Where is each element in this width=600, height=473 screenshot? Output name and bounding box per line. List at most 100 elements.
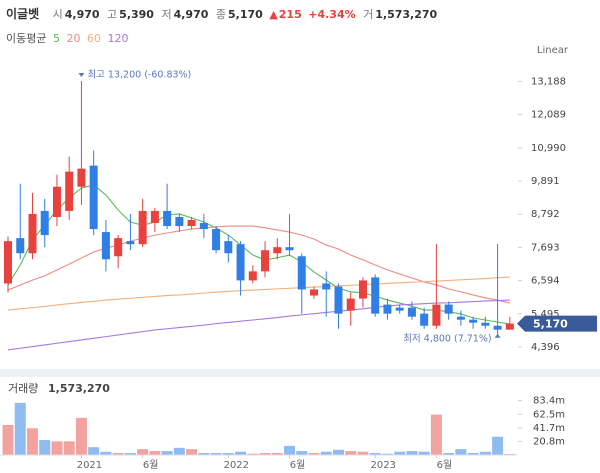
volume-bar (247, 453, 259, 455)
volume-bar (443, 453, 455, 455)
candle-body (322, 283, 331, 290)
volume-bar (2, 425, 14, 455)
volume-bar (418, 451, 430, 455)
pane-divider (0, 369, 600, 377)
y-tick-label: 13,188 (531, 76, 566, 87)
y-tick-label: 20.8m (533, 436, 565, 447)
candle-body (420, 313, 429, 326)
ma-legend: 이동평균 5 20 60 120 (6, 30, 131, 46)
volume-bar (284, 445, 296, 455)
volume-bar (26, 428, 38, 455)
volume-bar (235, 451, 247, 455)
candle-body (358, 280, 367, 299)
y-tick-label: 4,396 (531, 342, 560, 353)
x-tick-label: 6월 (290, 459, 306, 471)
volume-value: 1,573,270 (375, 8, 438, 21)
candle-body (138, 210, 147, 245)
item-value: 5,390 (119, 8, 154, 21)
volume-title-value: 1,573,270 (48, 382, 110, 395)
volume-bar (198, 453, 210, 455)
high-annotation: 최고 13,200 (-60.83%) (87, 70, 191, 81)
candle-body (224, 241, 233, 254)
item-label: 종 (215, 8, 227, 21)
candle-body (444, 304, 453, 314)
volume-bar (149, 451, 161, 455)
x-tick-label: 6월 (437, 459, 453, 471)
candle-body (114, 238, 123, 257)
change-icon: ▲ (269, 8, 278, 21)
volume-bar (345, 451, 357, 455)
volume-bar (504, 453, 516, 455)
candle-body (273, 247, 282, 254)
candle-body (456, 316, 465, 320)
volume-bar (259, 453, 271, 455)
candle-body (432, 304, 441, 326)
item-label: 시 (52, 8, 63, 21)
volume-bar (467, 453, 479, 455)
candle-body (175, 216, 184, 227)
legend-entry[interactable]: 5 (52, 32, 60, 45)
candle-body (212, 229, 221, 251)
volume-bar (161, 451, 173, 455)
volume-label: 거 (363, 8, 374, 21)
candle-body (407, 307, 416, 317)
last-price-label: 5,170 (533, 318, 568, 331)
candle-body (4, 241, 12, 284)
volume-bar (14, 402, 26, 455)
y-tick-label: 6,594 (531, 276, 560, 287)
volume-bar (296, 451, 308, 455)
candle-body (199, 223, 208, 230)
volume-bar (308, 453, 320, 455)
candle-body (310, 289, 318, 296)
low-annotation: 최저 4,800 (7.71%) (403, 333, 491, 344)
volume-bar (222, 453, 234, 455)
volume-bar (124, 453, 136, 455)
candle-body (493, 325, 502, 330)
volume-bar (394, 451, 406, 455)
change-pct: +4.34% (308, 8, 356, 21)
item-value: 4,970 (173, 8, 209, 21)
volume-bar (137, 449, 149, 455)
x-tick-label: 2022 (224, 460, 249, 471)
stock-name: 이글벳 (6, 7, 40, 21)
legend-entry[interactable]: 60 (86, 32, 101, 45)
candle-body (126, 241, 135, 245)
candle-body (65, 171, 74, 211)
legend-entry[interactable]: 120 (107, 32, 129, 45)
x-tick-label: 6월 (143, 459, 159, 471)
candle-body (77, 168, 86, 187)
candle-body (505, 323, 514, 330)
y-tick-label: 83.4m (533, 396, 565, 407)
candle-body (469, 319, 478, 323)
x-tick-label: 2023 (370, 460, 395, 471)
candle-body (52, 186, 61, 217)
candle-body (16, 238, 25, 254)
candle-body (40, 210, 49, 236)
scale-label[interactable]: Linear (537, 45, 569, 56)
header: 이글벳 시 4,970 고 5,390 저 4,970 종 5,170 ▲215 +4.… (6, 5, 437, 22)
item-value: 5,170 (228, 8, 263, 21)
legend-title: 이동평균 (6, 32, 47, 45)
volume-bar (173, 447, 185, 455)
candle-body (395, 307, 404, 311)
low-marker (494, 333, 501, 338)
volume-bar (39, 440, 51, 455)
volume-bar (430, 414, 442, 455)
ma-line (7, 276, 510, 311)
last-price-tag (517, 315, 597, 332)
volume-bar (271, 453, 283, 455)
volume-bar (479, 451, 491, 455)
item-value: 4,970 (64, 8, 100, 21)
volume-bar (186, 449, 198, 455)
legend-entry[interactable]: 20 (66, 32, 81, 45)
y-tick-label: 12,089 (531, 110, 566, 121)
candle-body (101, 232, 110, 260)
item-label: 고 (107, 8, 118, 21)
ma-line (7, 225, 510, 304)
volume-bar (455, 449, 467, 455)
candle-body (236, 244, 245, 281)
volume-bar (88, 447, 100, 455)
candle-body (285, 247, 294, 251)
volume-bar (369, 453, 381, 455)
